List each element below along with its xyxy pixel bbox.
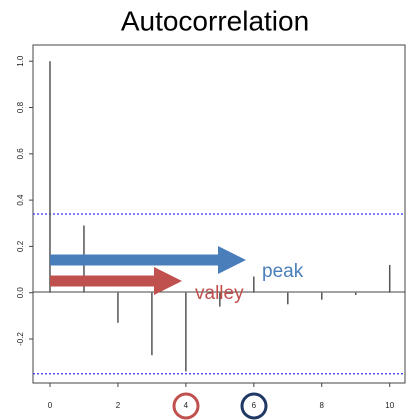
highlight-circle [172,392,200,420]
y-tick-label: 0.6 [16,148,25,160]
annotation: peak [262,261,304,282]
y-tick-label: 0.8 [16,101,25,113]
x-tick-label: 6 [252,401,257,410]
x-tick-label: 0 [48,401,53,410]
highlight-circle [240,392,268,420]
y-tick-label: 0.4 [16,194,25,206]
annotation: valley [195,283,244,304]
x-tick-label: 2 [116,401,121,410]
y-tick-label: -0.2 [16,332,25,346]
x-tick-label: 10 [385,401,394,410]
y-tick-label: 0.2 [16,240,25,252]
annotations: peak valley [50,246,304,420]
chart-title: Autocorrelation [121,5,309,36]
y-tick-label: 1.0 [16,55,25,67]
x-tick-label: 8 [320,401,325,410]
y-tick-label: 0.0 [16,287,25,299]
valley-arrow-head [154,267,182,295]
peak-arrow-head [218,246,246,274]
bars: -0.2 0.0 0.2 0.4 0.6 0.8 1.0 0 2 4 6 8 10 [16,55,405,410]
x-tick-label: 4 [184,401,189,410]
